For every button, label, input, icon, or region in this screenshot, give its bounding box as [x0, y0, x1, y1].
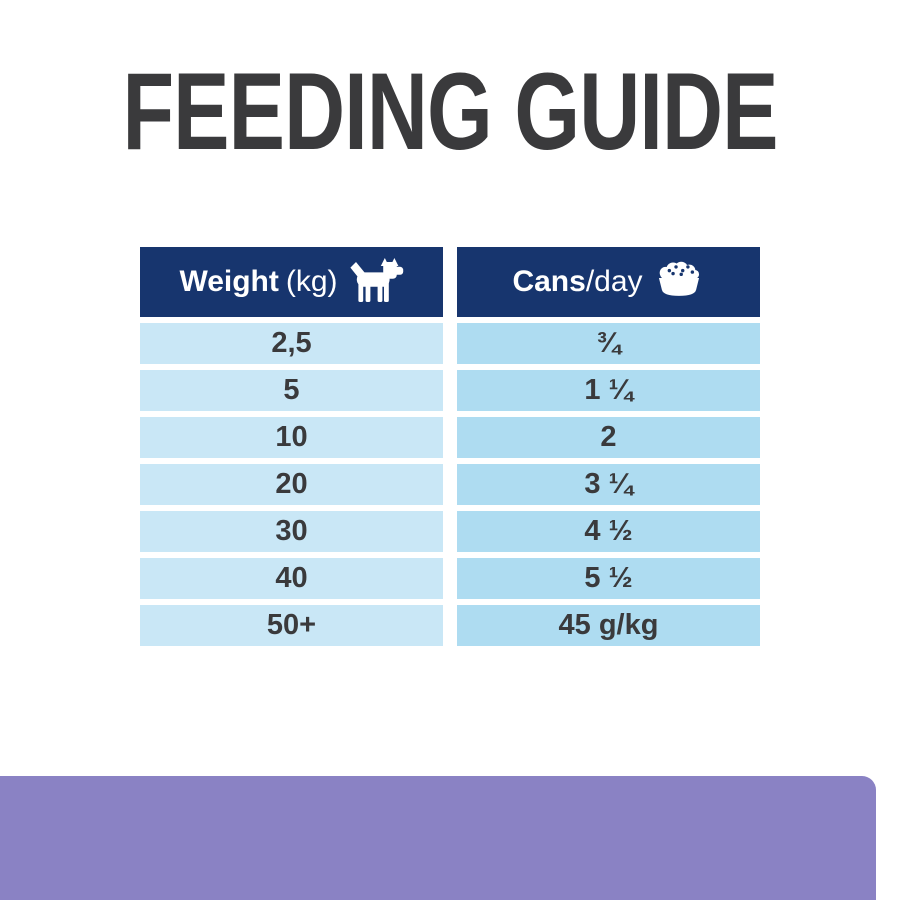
purple-footer-band — [0, 776, 876, 900]
cans-cell: 45 g/kg — [457, 605, 760, 646]
cans-cell: ¾ — [457, 323, 760, 364]
weight-header-label: Weight — [179, 265, 279, 298]
cans-header-unit: /day — [585, 265, 643, 298]
dog-icon — [348, 257, 404, 307]
feeding-table: Weight (kg) — [140, 247, 760, 646]
weight-cell: 10 — [140, 417, 443, 458]
cans-cell: 5 ½ — [457, 558, 760, 599]
weight-cell: 5 — [140, 370, 443, 411]
food-bowl-icon — [653, 260, 705, 305]
cans-header-label: Cans — [512, 265, 586, 298]
weight-cell: 30 — [140, 511, 443, 552]
weight-cell: 20 — [140, 464, 443, 505]
cans-cell: 3 ¼ — [457, 464, 760, 505]
weight-column-header: Weight (kg) — [140, 247, 443, 317]
page-title: FEEDING GUIDE — [122, 51, 778, 174]
cans-cell: 4 ½ — [457, 511, 760, 552]
cans-column-header: Cans /day — [457, 247, 760, 317]
cans-cell: 1 ¼ — [457, 370, 760, 411]
weight-header-unit: (kg) — [285, 265, 338, 298]
weight-cell: 2,5 — [140, 323, 443, 364]
cans-cell: 2 — [457, 417, 760, 458]
weight-cell: 50+ — [140, 605, 443, 646]
weight-cell: 40 — [140, 558, 443, 599]
